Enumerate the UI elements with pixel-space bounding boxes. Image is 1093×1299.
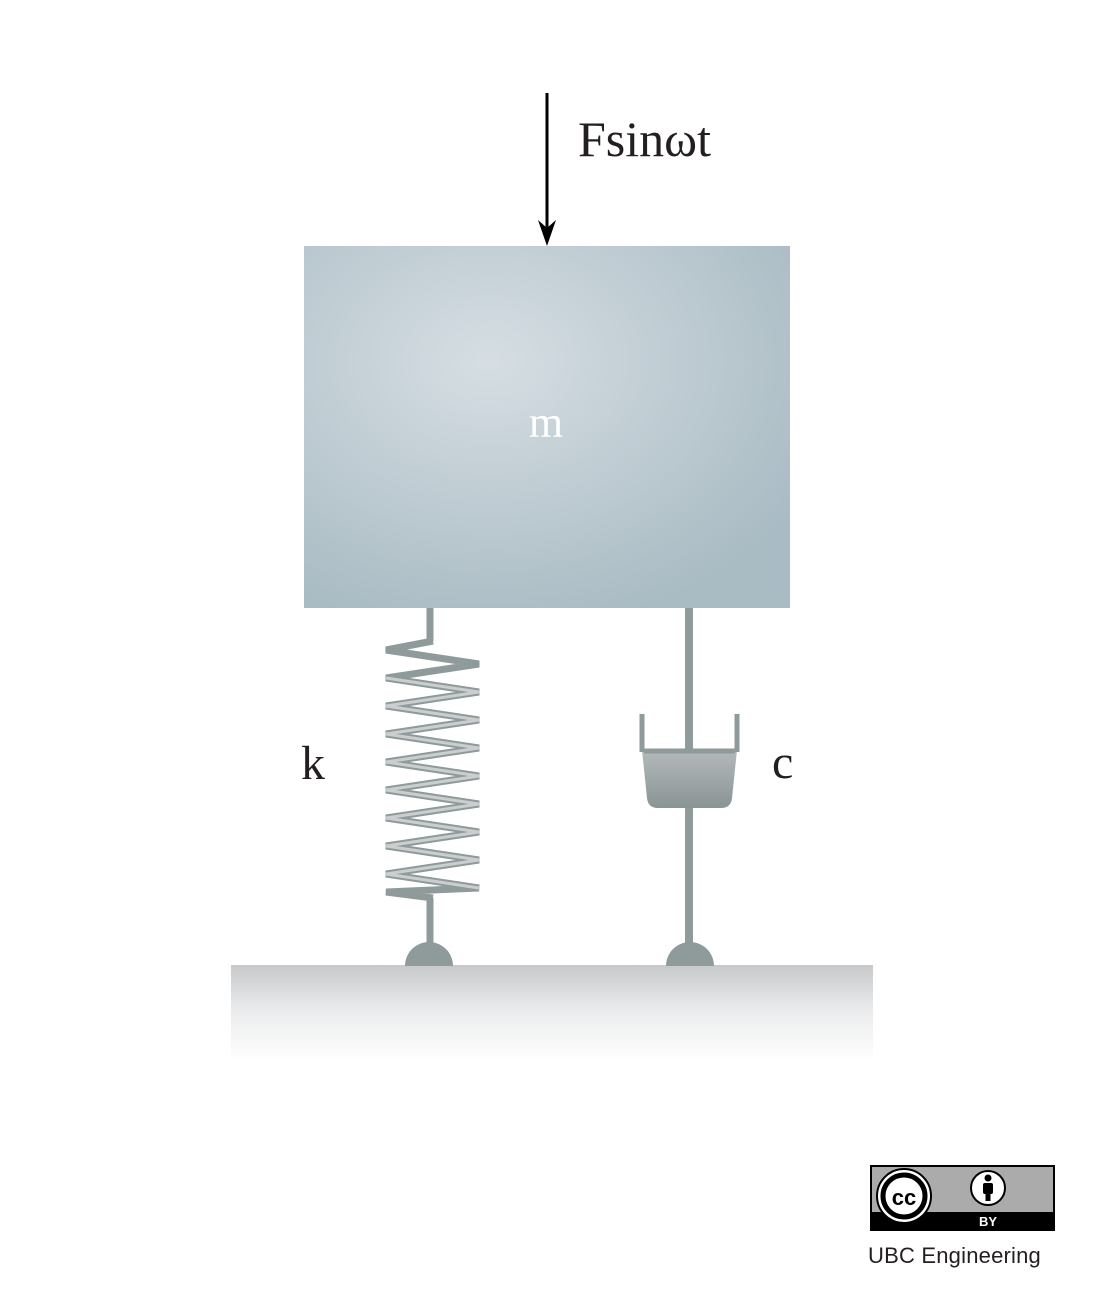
attribution-icon	[970, 1170, 1006, 1206]
spring	[385, 607, 480, 948]
spring-pivot	[405, 942, 453, 966]
by-label: BY	[979, 1214, 997, 1229]
damper-cylinder	[642, 750, 737, 808]
cc-by-license-badge: cc BY	[870, 1165, 1055, 1231]
spring-label: k	[301, 737, 325, 790]
cc-icon: cc	[876, 1168, 932, 1224]
force-arrow	[538, 93, 556, 246]
damper-label: c	[772, 736, 793, 789]
svg-text:cc: cc	[892, 1185, 916, 1210]
mass-block	[304, 246, 790, 608]
credit-text: UBC Engineering	[868, 1243, 1041, 1268]
force-label: Fsinωt	[578, 111, 711, 167]
damper	[639, 607, 740, 948]
damper-pivot	[666, 942, 714, 966]
ground	[231, 965, 873, 1060]
mass-label: m	[529, 398, 563, 447]
